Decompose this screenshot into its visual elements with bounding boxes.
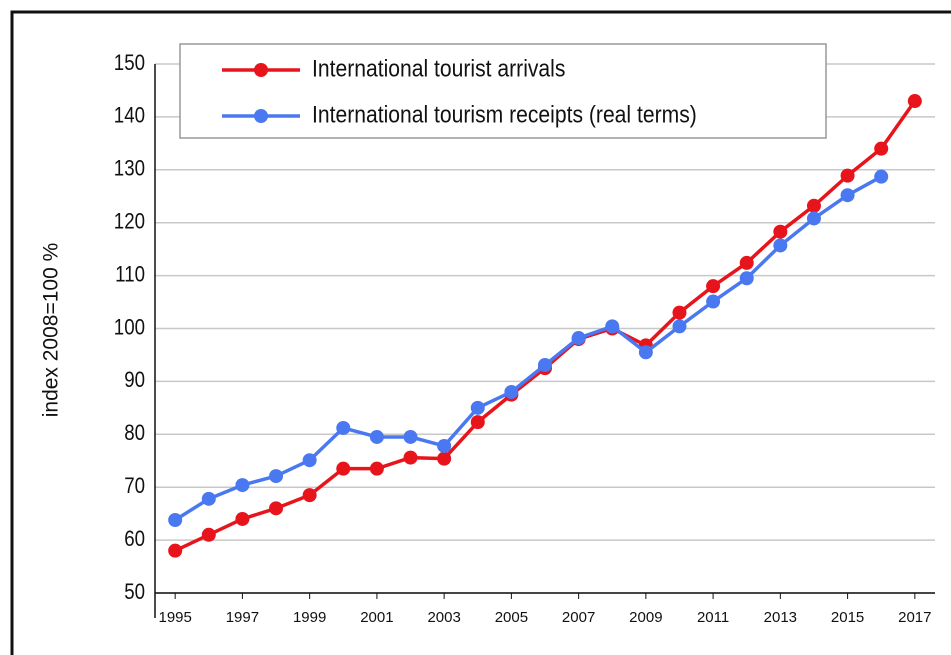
- data-point: [437, 451, 452, 466]
- data-point: [168, 512, 183, 527]
- data-point: [269, 501, 284, 516]
- data-point: [571, 331, 586, 346]
- x-tick-label: 1999: [293, 609, 326, 626]
- data-point: [437, 438, 452, 453]
- data-point: [773, 238, 788, 253]
- data-point: [403, 429, 418, 444]
- data-point: [201, 491, 216, 506]
- x-tick-label: 2001: [360, 609, 393, 626]
- y-tick-label: 110: [115, 263, 145, 287]
- data-point: [840, 168, 855, 183]
- data-point: [672, 319, 687, 334]
- legend-marker: [254, 109, 268, 123]
- series-line: [174, 175, 883, 522]
- data-point: [638, 345, 653, 360]
- y-tick-label: 70: [124, 475, 145, 499]
- y-tick-label: 130: [114, 157, 145, 181]
- y-tick-label: 60: [124, 528, 145, 552]
- series-line: [174, 100, 917, 553]
- data-point: [739, 255, 754, 270]
- data-point: [538, 358, 552, 373]
- data-point: [806, 198, 821, 213]
- legend-label: International tourist arrivals: [312, 55, 565, 82]
- y-tick-label: 50: [124, 580, 145, 604]
- data-point: [336, 420, 351, 435]
- x-tick-label: 2015: [831, 609, 864, 626]
- y-tick-label: 80: [124, 422, 145, 446]
- legend-box: [179, 43, 827, 139]
- x-tick-label: 2013: [764, 609, 797, 626]
- x-tick-label: 2003: [427, 609, 460, 626]
- data-point: [403, 450, 418, 465]
- data-point: [235, 511, 250, 526]
- x-tick-label: 2009: [629, 609, 662, 626]
- data-point: [605, 319, 620, 334]
- data-point: [504, 384, 519, 399]
- data-point: [201, 527, 216, 542]
- data-point: [269, 469, 284, 484]
- x-tick-label: 2017: [898, 609, 931, 626]
- data-point: [706, 279, 721, 294]
- frame: [10, 10, 951, 655]
- data-point: [168, 543, 183, 558]
- data-point: [874, 141, 889, 156]
- data-point: [907, 94, 922, 109]
- x-tick-label: 2005: [495, 609, 528, 626]
- data-point: [302, 488, 317, 503]
- y-tick-label: 150: [114, 51, 145, 75]
- x-tick-label: 2007: [562, 609, 595, 626]
- data-point: [840, 188, 855, 203]
- data-point: [739, 271, 754, 286]
- y-axis-label: index 2008=100 %: [40, 243, 63, 418]
- data-point: [806, 211, 821, 226]
- x-tick-label: 1997: [226, 609, 259, 626]
- data-point: [672, 305, 687, 320]
- x-tick-label: 1995: [158, 609, 191, 626]
- data-point: [874, 169, 889, 184]
- legend-label: International tourism receipts (real ter…: [312, 101, 697, 128]
- y-tick-label: 120: [114, 210, 145, 234]
- y-tick-label: 90: [124, 369, 145, 393]
- data-point: [302, 453, 317, 468]
- data-point: [235, 478, 250, 493]
- data-point: [369, 461, 384, 476]
- data-point: [470, 400, 485, 415]
- data-point: [773, 224, 788, 239]
- data-point: [706, 294, 721, 309]
- legend-marker: [254, 63, 268, 77]
- x-tick-label: 2011: [697, 609, 729, 626]
- y-tick-label: 140: [114, 104, 145, 128]
- data-point: [369, 429, 384, 444]
- data-point: [336, 461, 351, 476]
- y-tick-label: 100: [114, 316, 145, 340]
- data-point: [470, 415, 485, 430]
